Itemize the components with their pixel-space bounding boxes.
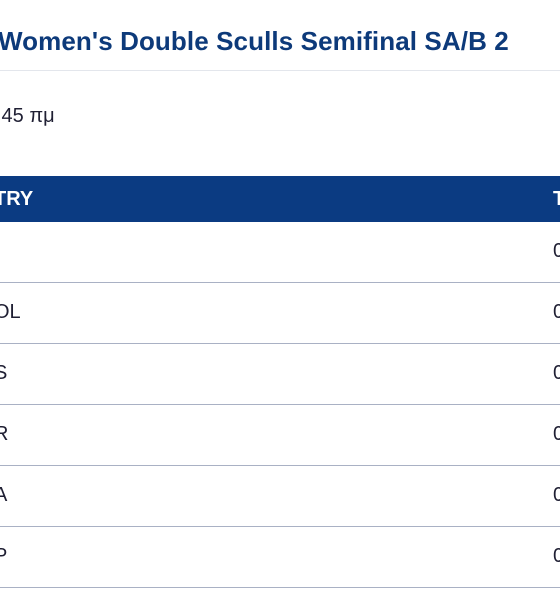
time-cell: 0 [553,423,560,445]
country-cell: A [0,484,8,506]
table-row[interactable]: P 0 [0,527,560,588]
table-row[interactable]: S 0 [0,344,560,405]
column-header-country[interactable]: TRY [0,188,34,210]
time-cell: 0 [553,545,560,567]
table-row[interactable]: A 0 [0,466,560,527]
table-header: TRY T [0,176,560,222]
country-cell: P [0,545,8,567]
country-cell: R [0,423,9,445]
table-row[interactable]: R 0 [0,405,560,466]
time-cell: 0 [553,484,560,506]
race-time: :45 πμ [0,105,55,127]
country-cell: S [0,362,8,384]
results-table: TRY T I 0 OL 0 S 0 R 0 A 0 P 0 [0,176,560,588]
table-row[interactable]: OL 0 [0,283,560,344]
column-header-time[interactable]: T [553,188,560,210]
country-cell: OL [0,301,21,323]
page-title: Women's Double Sculls Semifinal SA/B 2 [0,26,509,56]
time-cell: 0 [553,240,560,262]
table-row[interactable]: I 0 [0,222,560,283]
title-divider [0,70,560,71]
time-cell: 0 [553,301,560,323]
time-cell: 0 [553,362,560,384]
